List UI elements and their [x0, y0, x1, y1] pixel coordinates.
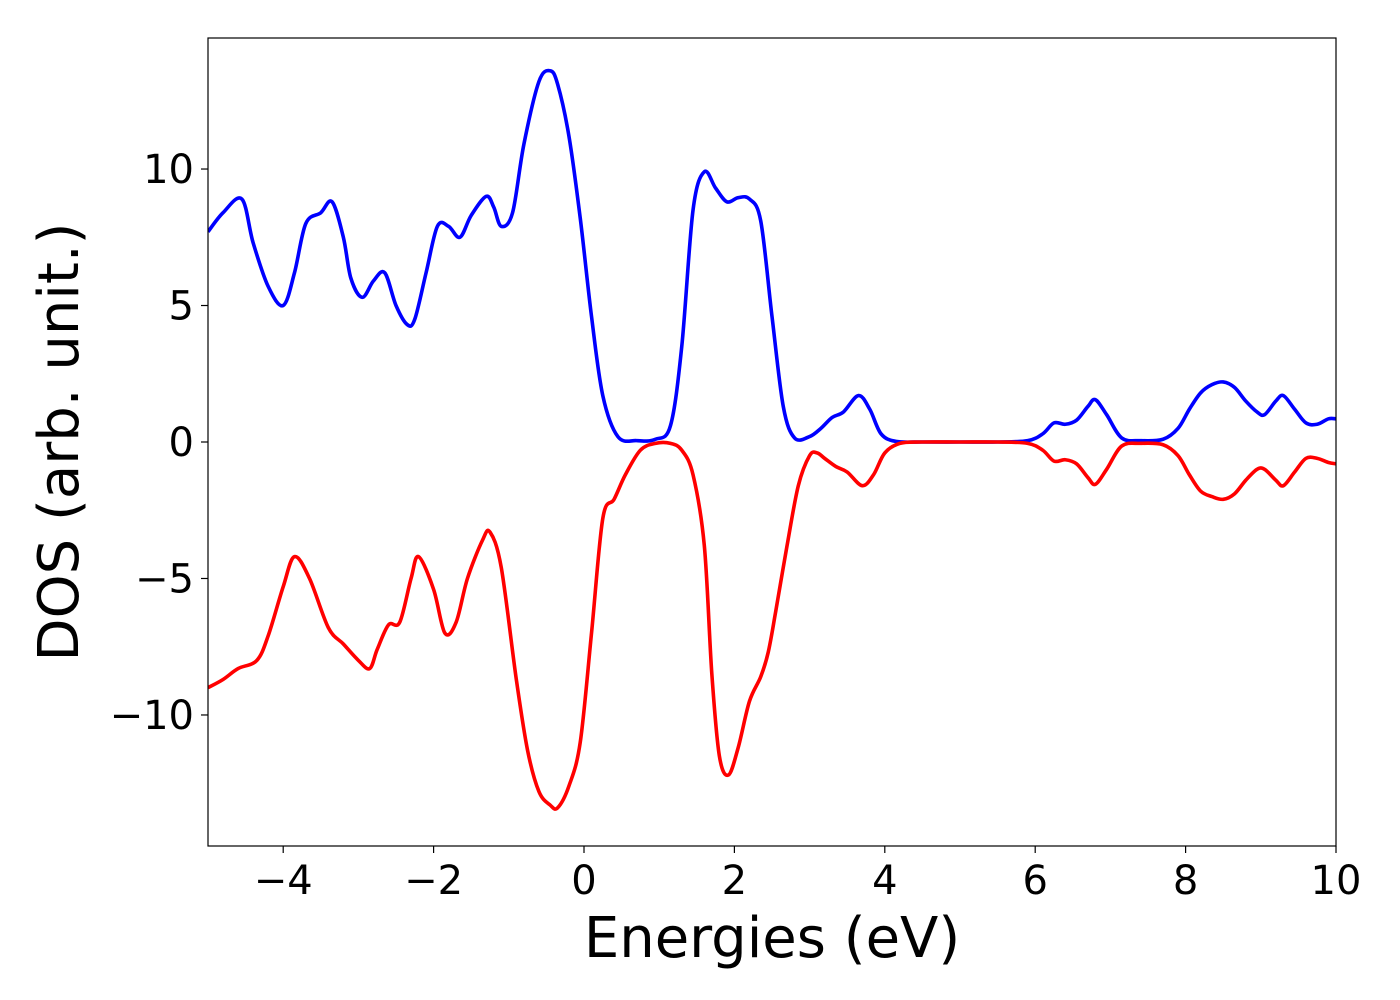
x-tick-label: 10 — [1311, 858, 1362, 904]
y-tick-label: 5 — [169, 284, 194, 330]
y-tick-label: 10 — [143, 147, 194, 193]
y-axis-ticks: 10 5 0 −5 −10 — [110, 147, 208, 739]
dos-series-line-positive — [208, 68, 1336, 445]
dos-series-line-negative — [208, 440, 1336, 811]
x-tick-label: −4 — [254, 858, 313, 904]
y-tick-label: 0 — [169, 420, 194, 466]
x-tick-label: 0 — [571, 858, 596, 904]
x-tick-label: −2 — [404, 858, 463, 904]
y-tick-label: −10 — [110, 693, 194, 739]
x-tick-label: 6 — [1022, 858, 1047, 904]
x-axis-title: Energies (eV) — [584, 906, 960, 971]
y-tick-label: −5 — [135, 556, 194, 602]
y-axis-title: DOS (arb. unit.) — [27, 222, 92, 661]
plot-area-frame — [207, 37, 1337, 847]
series-layer — [208, 68, 1336, 811]
x-tick-label: 2 — [722, 858, 747, 904]
x-axis-ticks: −4 −2 0 2 4 6 8 10 — [254, 846, 1362, 904]
x-tick-label: 8 — [1173, 858, 1198, 904]
x-tick-label: 4 — [872, 858, 897, 904]
